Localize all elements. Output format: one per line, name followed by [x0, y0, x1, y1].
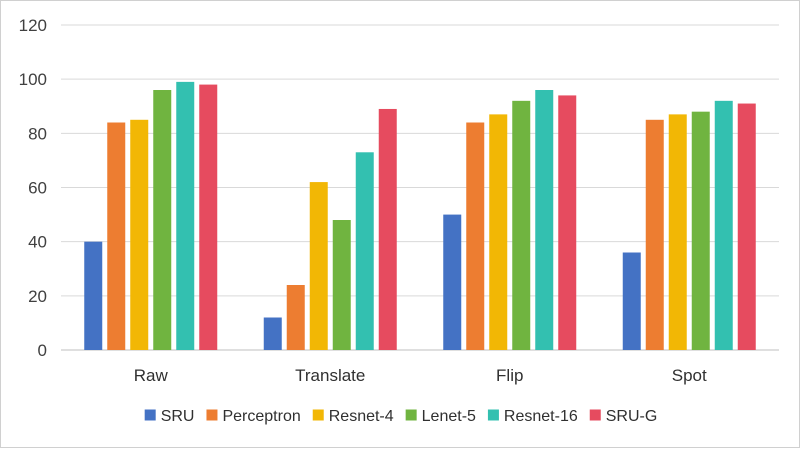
legend-swatch	[589, 409, 601, 421]
bar-sru-spot	[622, 252, 641, 350]
legend-label: SRU-G	[606, 408, 658, 425]
x-category-label: Spot	[672, 366, 707, 385]
bar-lenet-5-spot	[691, 111, 710, 351]
legend-item: Perceptron	[206, 408, 301, 425]
legend-item: Lenet-5	[405, 408, 476, 425]
y-tick-label: 20	[28, 287, 47, 306]
bar-resnet-4-flip	[489, 114, 508, 350]
legend-label: Resnet-16	[504, 408, 578, 425]
bar-resnet-4-raw	[130, 119, 149, 351]
x-axis: Raw Translate Flip Spot	[134, 366, 707, 385]
legend-swatch	[206, 409, 218, 421]
bar-perceptron-translate	[286, 285, 305, 350]
bar-resnet-4-spot	[668, 114, 687, 350]
bar-resnet-16-spot	[714, 100, 733, 350]
bar-sru-translate	[263, 317, 282, 350]
x-category-label: Raw	[134, 366, 169, 385]
y-tick-label: 60	[28, 179, 47, 198]
bars	[84, 81, 756, 351]
bar-sru-g-flip	[558, 95, 577, 351]
y-tick-label: 80	[28, 124, 47, 143]
legend-swatch	[487, 409, 499, 421]
bar-lenet-5-flip	[512, 100, 531, 350]
bar-lenet-5-raw	[153, 90, 172, 350]
bar-lenet-5-translate	[332, 220, 351, 350]
legend-item: Resnet-4	[312, 408, 394, 425]
bar-perceptron-spot	[645, 119, 664, 351]
legend-item: SRU-G	[589, 408, 658, 425]
x-category-label: Flip	[496, 366, 523, 385]
x-category-label: Translate	[295, 366, 365, 385]
y-tick-label: 40	[28, 233, 47, 252]
legend: SRU Perceptron Resnet-4 Lenet-5 Resnet-16 SRU…	[144, 408, 658, 425]
bar-sru-g-raw	[199, 84, 218, 350]
legend-swatch	[144, 409, 156, 421]
legend-swatch	[312, 409, 324, 421]
y-tick-label: 120	[19, 16, 47, 35]
legend-label: Resnet-4	[329, 408, 394, 425]
y-tick-label: 100	[19, 70, 47, 89]
bar-resnet-16-flip	[535, 90, 554, 350]
bar-resnet-4-translate	[309, 182, 328, 350]
bar-perceptron-flip	[466, 122, 485, 350]
bar-perceptron-raw	[107, 122, 126, 350]
bar-sru-g-translate	[378, 108, 397, 350]
legend-label: SRU	[161, 408, 195, 425]
bar-sru-flip	[443, 214, 462, 350]
legend-swatch	[405, 409, 417, 421]
bar-resnet-16-translate	[355, 152, 374, 350]
legend-label: Lenet-5	[422, 408, 476, 425]
bar-resnet-16-raw	[176, 81, 195, 350]
bar-sru-g-spot	[737, 103, 756, 351]
legend-label: Perceptron	[222, 408, 300, 425]
legend-item: SRU	[144, 408, 195, 425]
bar-sru-raw	[84, 241, 103, 350]
legend-item: Resnet-16	[487, 408, 578, 425]
y-tick-label: 0	[38, 341, 47, 360]
y-axis-ticks: 0 20 40 60 80 100 120	[19, 16, 47, 360]
